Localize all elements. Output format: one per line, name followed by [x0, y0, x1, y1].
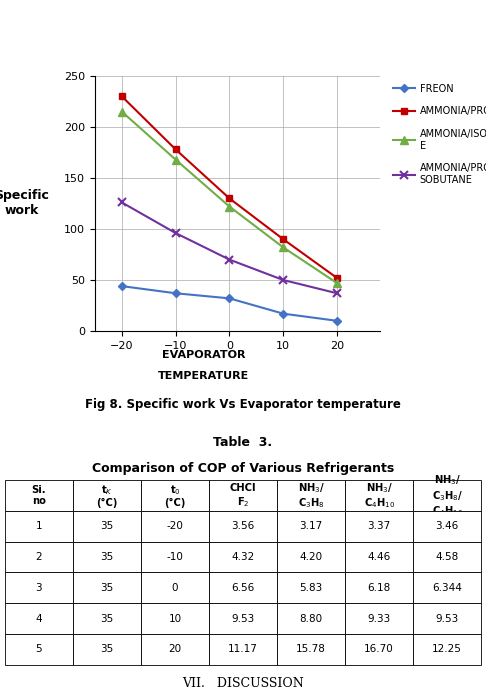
Text: EVAPORATOR: EVAPORATOR	[161, 350, 245, 361]
Text: TEMPERATURE: TEMPERATURE	[157, 371, 249, 381]
Text: Fig 8. Specific work Vs Evaporator temperature: Fig 8. Specific work Vs Evaporator tempe…	[85, 397, 401, 411]
Text: VII.   DΙSCUSSION: VII. DΙSCUSSION	[182, 677, 304, 690]
Text: Table  3.: Table 3.	[213, 436, 273, 449]
Legend: FREON, AMMONIA/PROPANE, AMMONIA/ISOBUTANE
E, AMMONIA/PROPANE/I
SOBUTANE: FREON, AMMONIA/PROPANE, AMMONIA/ISOBUTAN…	[391, 81, 486, 188]
Text: Comparison of COP of Various Refrigerants: Comparison of COP of Various Refrigerant…	[92, 462, 394, 475]
Text: Specific
work: Specific work	[0, 189, 49, 217]
